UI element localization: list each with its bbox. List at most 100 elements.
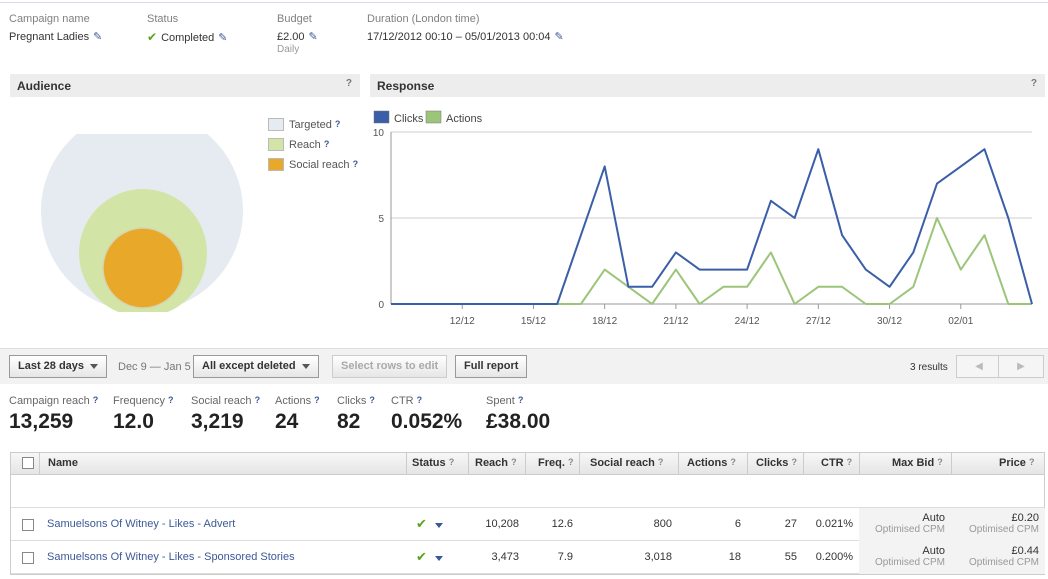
row-name-link[interactable]: Samuelsons Of Witney - Likes - Advert — [47, 508, 235, 541]
stat-value: 82 — [337, 410, 361, 433]
row-checkbox[interactable] — [22, 519, 34, 531]
duration-value: 17/12/2012 00:10 – 05/01/2013 00:04 — [367, 31, 551, 43]
full-report-button[interactable]: Full report — [455, 355, 528, 378]
row-ctr: 0.200% — [815, 551, 853, 563]
help-icon[interactable]: ? — [168, 395, 174, 405]
col-status-label: Status — [412, 457, 446, 469]
col-name[interactable]: Name — [39, 453, 409, 475]
top-divider — [0, 2, 1048, 3]
row-max-bid: Auto Optimised CPM — [859, 541, 951, 574]
stat-value: 3,219 — [191, 410, 244, 433]
stat-label: Campaign reach — [9, 395, 90, 407]
row-name[interactable]: Samuelsons Of Witney - Likes - Sponsored… — [47, 551, 295, 563]
stat-label: CTR — [391, 395, 414, 407]
row-maxbid-value: Auto — [922, 512, 945, 524]
response-help-icon[interactable]: ? — [1030, 78, 1037, 89]
x-tick-label: 30/12 — [877, 316, 902, 327]
col-ctr-label: CTR — [821, 457, 844, 469]
stat-value: 0.052% — [391, 410, 463, 433]
col-freq[interactable]: Freq. ? — [525, 453, 579, 475]
help-icon[interactable]: ? — [1028, 457, 1035, 467]
stat-campaign-reach: Campaign reach ? 13,259 — [9, 395, 98, 434]
budget-period: Daily — [277, 44, 300, 55]
help-icon[interactable]: ? — [92, 395, 99, 405]
stat-value: 12.0 — [113, 410, 154, 433]
row-checkbox[interactable] — [22, 552, 34, 564]
status-filter-dropdown[interactable]: All except deleted — [193, 355, 319, 378]
x-tick-label: 12/12 — [450, 316, 475, 327]
chevron-down-icon[interactable] — [434, 522, 443, 528]
y-tick-label: 5 — [378, 214, 384, 225]
col-actions[interactable]: Actions ? — [678, 453, 747, 475]
edit-budget-pencil-icon[interactable]: ✎ — [308, 31, 318, 43]
row-maxbid-value: Auto — [922, 545, 945, 557]
date-filter-label: Last 28 days — [18, 360, 85, 372]
help-icon[interactable]: ? — [369, 395, 375, 405]
col-price-label: Price — [999, 457, 1026, 469]
edit-status-pencil-icon[interactable]: ✎ — [218, 32, 228, 44]
table-row[interactable]: Samuelsons Of Witney - Likes - Sponsored… — [11, 541, 1045, 574]
next-page-button[interactable]: ▶ — [998, 355, 1044, 378]
table-spacer-row — [11, 475, 1044, 508]
x-tick-label: 27/12 — [806, 316, 831, 327]
help-icon[interactable]: ? — [937, 457, 943, 467]
prev-page-button[interactable]: ◀ — [956, 355, 1002, 378]
help-icon[interactable]: ? — [448, 457, 455, 467]
audience-help-icon[interactable]: ? — [345, 78, 352, 89]
help-icon[interactable]: ? — [323, 139, 330, 149]
duration-field: Duration (London time) 17/12/2012 00:10 … — [367, 13, 564, 43]
help-icon[interactable]: ? — [352, 159, 359, 169]
date-filter-dropdown[interactable]: Last 28 days — [9, 355, 108, 378]
stat-ctr: CTR ? 0.052% — [391, 395, 462, 434]
x-tick-label: 18/12 — [592, 316, 617, 327]
col-status[interactable]: Status ? — [406, 453, 463, 475]
help-icon[interactable]: ? — [254, 395, 261, 405]
table-row[interactable]: Samuelsons Of Witney - Likes - Advert ✔ … — [11, 508, 1045, 541]
col-clicks[interactable]: Clicks ? — [747, 453, 803, 475]
help-icon[interactable]: ? — [567, 457, 574, 467]
stat-label: Clicks — [337, 395, 367, 407]
col-ctr[interactable]: CTR ? — [803, 453, 859, 475]
stat-value: 24 — [275, 410, 299, 433]
help-icon[interactable]: ? — [730, 457, 736, 467]
help-icon[interactable]: ? — [314, 395, 320, 405]
help-icon[interactable]: ? — [517, 395, 524, 405]
audience-title: Audience — [17, 79, 72, 93]
x-tick-label: 15/12 — [521, 316, 546, 327]
check-icon: ✔ — [416, 516, 427, 531]
col-max-bid[interactable]: Max Bid ? — [859, 453, 951, 475]
row-status[interactable]: ✔ — [416, 541, 443, 574]
help-icon[interactable]: ? — [334, 119, 341, 129]
help-icon[interactable]: ? — [657, 457, 664, 467]
help-icon[interactable]: ? — [511, 457, 517, 467]
chevron-down-icon[interactable] — [434, 555, 443, 561]
row-name-link[interactable]: Samuelsons Of Witney - Likes - Sponsored… — [47, 541, 295, 574]
help-icon[interactable]: ? — [846, 457, 853, 467]
social-reach-swatch — [268, 158, 284, 171]
select-all-checkbox[interactable] — [22, 457, 34, 469]
help-icon[interactable]: ? — [416, 395, 423, 405]
legend-targeted-label: Targeted — [289, 119, 332, 131]
row-clicks: 55 — [784, 551, 797, 563]
reach-swatch — [268, 138, 284, 151]
x-tick-label: 21/12 — [663, 316, 688, 327]
check-icon: ✔ — [147, 30, 158, 44]
row-name[interactable]: Samuelsons Of Witney - Likes - Advert — [47, 518, 236, 530]
legend-label: Clicks — [394, 113, 424, 125]
toolbar: Last 28 days Dec 9 — Jan 5 All except de… — [0, 348, 1048, 384]
edit-name-pencil-icon[interactable]: ✎ — [93, 31, 103, 43]
help-icon[interactable]: ? — [791, 457, 797, 467]
row-reach: 3,473 — [491, 551, 519, 563]
col-price[interactable]: Price ? — [951, 453, 1045, 475]
select-rows-button[interactable]: Select rows to edit — [332, 355, 448, 378]
col-social-reach[interactable]: Social reach ? — [579, 453, 678, 475]
legend-reach-label: Reach — [289, 139, 321, 151]
row-maxbid-sub: Optimised CPM — [874, 524, 945, 535]
edit-duration-pencil-icon[interactable]: ✎ — [554, 31, 564, 43]
row-price: £0.44 Optimised CPM — [951, 541, 1045, 574]
stat-spent: Spent ? £38.00 — [486, 395, 550, 434]
status-field: Status ✔ Completed ✎ — [147, 13, 227, 44]
col-reach[interactable]: Reach ? — [468, 453, 525, 475]
stat-label: Social reach — [191, 395, 252, 407]
row-status[interactable]: ✔ — [416, 508, 443, 541]
